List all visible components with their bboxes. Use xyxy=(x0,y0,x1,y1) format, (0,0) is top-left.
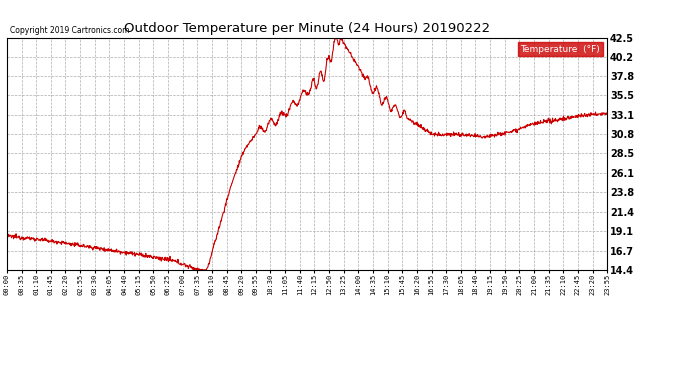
Legend: Temperature  (°F): Temperature (°F) xyxy=(518,42,602,56)
Text: Copyright 2019 Cartronics.com: Copyright 2019 Cartronics.com xyxy=(10,26,130,35)
Title: Outdoor Temperature per Minute (24 Hours) 20190222: Outdoor Temperature per Minute (24 Hours… xyxy=(124,22,490,35)
